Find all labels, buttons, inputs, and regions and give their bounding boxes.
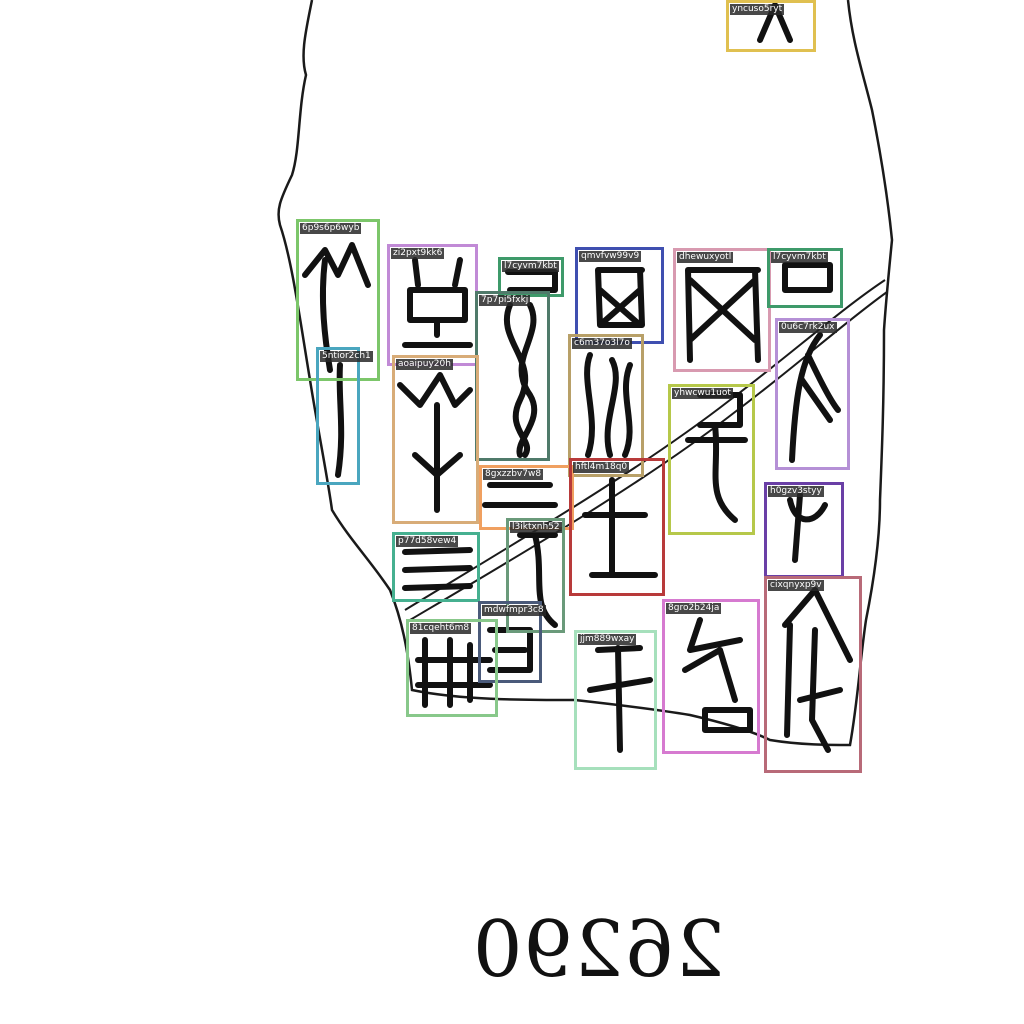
glyph-box-label: l3iktxnh52 [510, 522, 562, 533]
glyph-box-label: 0u6c7rk2ux [779, 322, 837, 333]
glyph-box[interactable]: 8gro2b24ja [662, 599, 760, 754]
glyph-box[interactable]: yncuso5ryt [726, 0, 816, 52]
glyph-stroke [682, 617, 753, 733]
glyph-stroke [397, 372, 473, 513]
glyph-box[interactable]: qmvfvw99v9 [575, 247, 664, 344]
glyph-box[interactable]: l3iktxnh52 [506, 518, 565, 633]
glyph-box[interactable]: mdwfmpr3c8 [478, 601, 546, 683]
glyph-box-label: qmvfvw99v9 [579, 251, 642, 262]
glyph-box-label: 8gxzzbv7w8 [483, 469, 544, 480]
glyph-box[interactable]: l7cyvm7kbt [498, 257, 564, 297]
glyph-box-label: yhwcwu1uot [672, 388, 733, 399]
glyph-stroke [503, 302, 538, 458]
glyph-stroke [415, 637, 493, 708]
glyph-box-label: 8gro2b24ja [666, 603, 722, 614]
glyph-box-label: 5ntior2ch1 [320, 351, 373, 362]
glyph-box-label: h0gzv3styy [768, 486, 824, 497]
glyph-box-label: aoaipuy20h [396, 359, 453, 370]
fragment-outline [277, 0, 894, 747]
glyph-stroke [402, 547, 473, 591]
glyph-box[interactable]: l7cyvm7kbt [767, 248, 843, 308]
glyph-box[interactable]: cixqnyxp9v [764, 576, 862, 773]
glyph-stroke [505, 269, 558, 293]
glyph-box[interactable]: 81cqeht6m8 [406, 619, 498, 717]
glyph-box[interactable]: 5ntior2ch1 [316, 347, 373, 485]
glyph-stroke [402, 257, 473, 348]
glyph-stroke [685, 267, 761, 363]
glyph-box[interactable]: h0gzv3styy [764, 482, 844, 578]
glyph-box-label: l7cyvm7kbt [771, 252, 828, 263]
glyph-stroke [482, 482, 558, 508]
glyph-box-label: l7cyvm7kbt [502, 261, 559, 272]
glyph-box[interactable]: aoaipuy20h [392, 355, 479, 524]
glyph-stroke [517, 532, 558, 628]
glyph-box-label: zi2pxt9kk6 [391, 248, 445, 259]
glyph-box[interactable]: c6m37o3l7o [568, 334, 644, 477]
glyph-box[interactable]: jjm889wxay [574, 630, 657, 770]
glyph-box[interactable]: p77d58vew4 [392, 532, 480, 602]
glyph-box[interactable]: 6p9s6p6wyb [296, 219, 380, 381]
glyph-box-label: hftl4m18q0 [573, 462, 630, 473]
glyph-box[interactable]: yhwcwu1uot [668, 384, 755, 535]
catalog-number: 26290 [471, 905, 725, 995]
glyph-box[interactable]: 0u6c7rk2ux [775, 318, 850, 470]
glyph-box[interactable]: 7p7pi5fxkj [475, 291, 550, 461]
glyph-box[interactable]: dhewuxyotl [673, 248, 771, 372]
glyph-box-label: 7p7pi5fxkj [479, 295, 531, 306]
glyph-stroke [302, 242, 371, 288]
glyph-box-label: c6m37o3l7o [572, 338, 632, 349]
glyph-box[interactable]: hftl4m18q0 [569, 458, 665, 596]
glyph-stroke [782, 262, 833, 293]
glyph-box-label: yncuso5ryt [730, 4, 785, 15]
glyph-box-label: cixqnyxp9v [768, 580, 824, 591]
glyph-stroke [584, 352, 633, 458]
glyph-stroke [587, 645, 653, 753]
glyph-box-label: 6p9s6p6wyb [300, 223, 362, 234]
glyph-box-label: dhewuxyotl [677, 252, 734, 263]
glyph-stroke [595, 267, 645, 328]
glyph-stroke [789, 332, 841, 463]
glyph-stroke [787, 492, 828, 563]
glyph-box-label: mdwfmpr3c8 [482, 605, 546, 616]
glyph-box[interactable]: zi2pxt9kk6 [387, 244, 478, 366]
glyph-box-label: p77d58vew4 [396, 536, 459, 547]
glyph-box-label: jjm889wxay [578, 634, 637, 645]
glyph-stroke [582, 477, 658, 578]
glyph-stroke [335, 362, 345, 478]
glyph-box-label: 81cqeht6m8 [410, 623, 472, 634]
